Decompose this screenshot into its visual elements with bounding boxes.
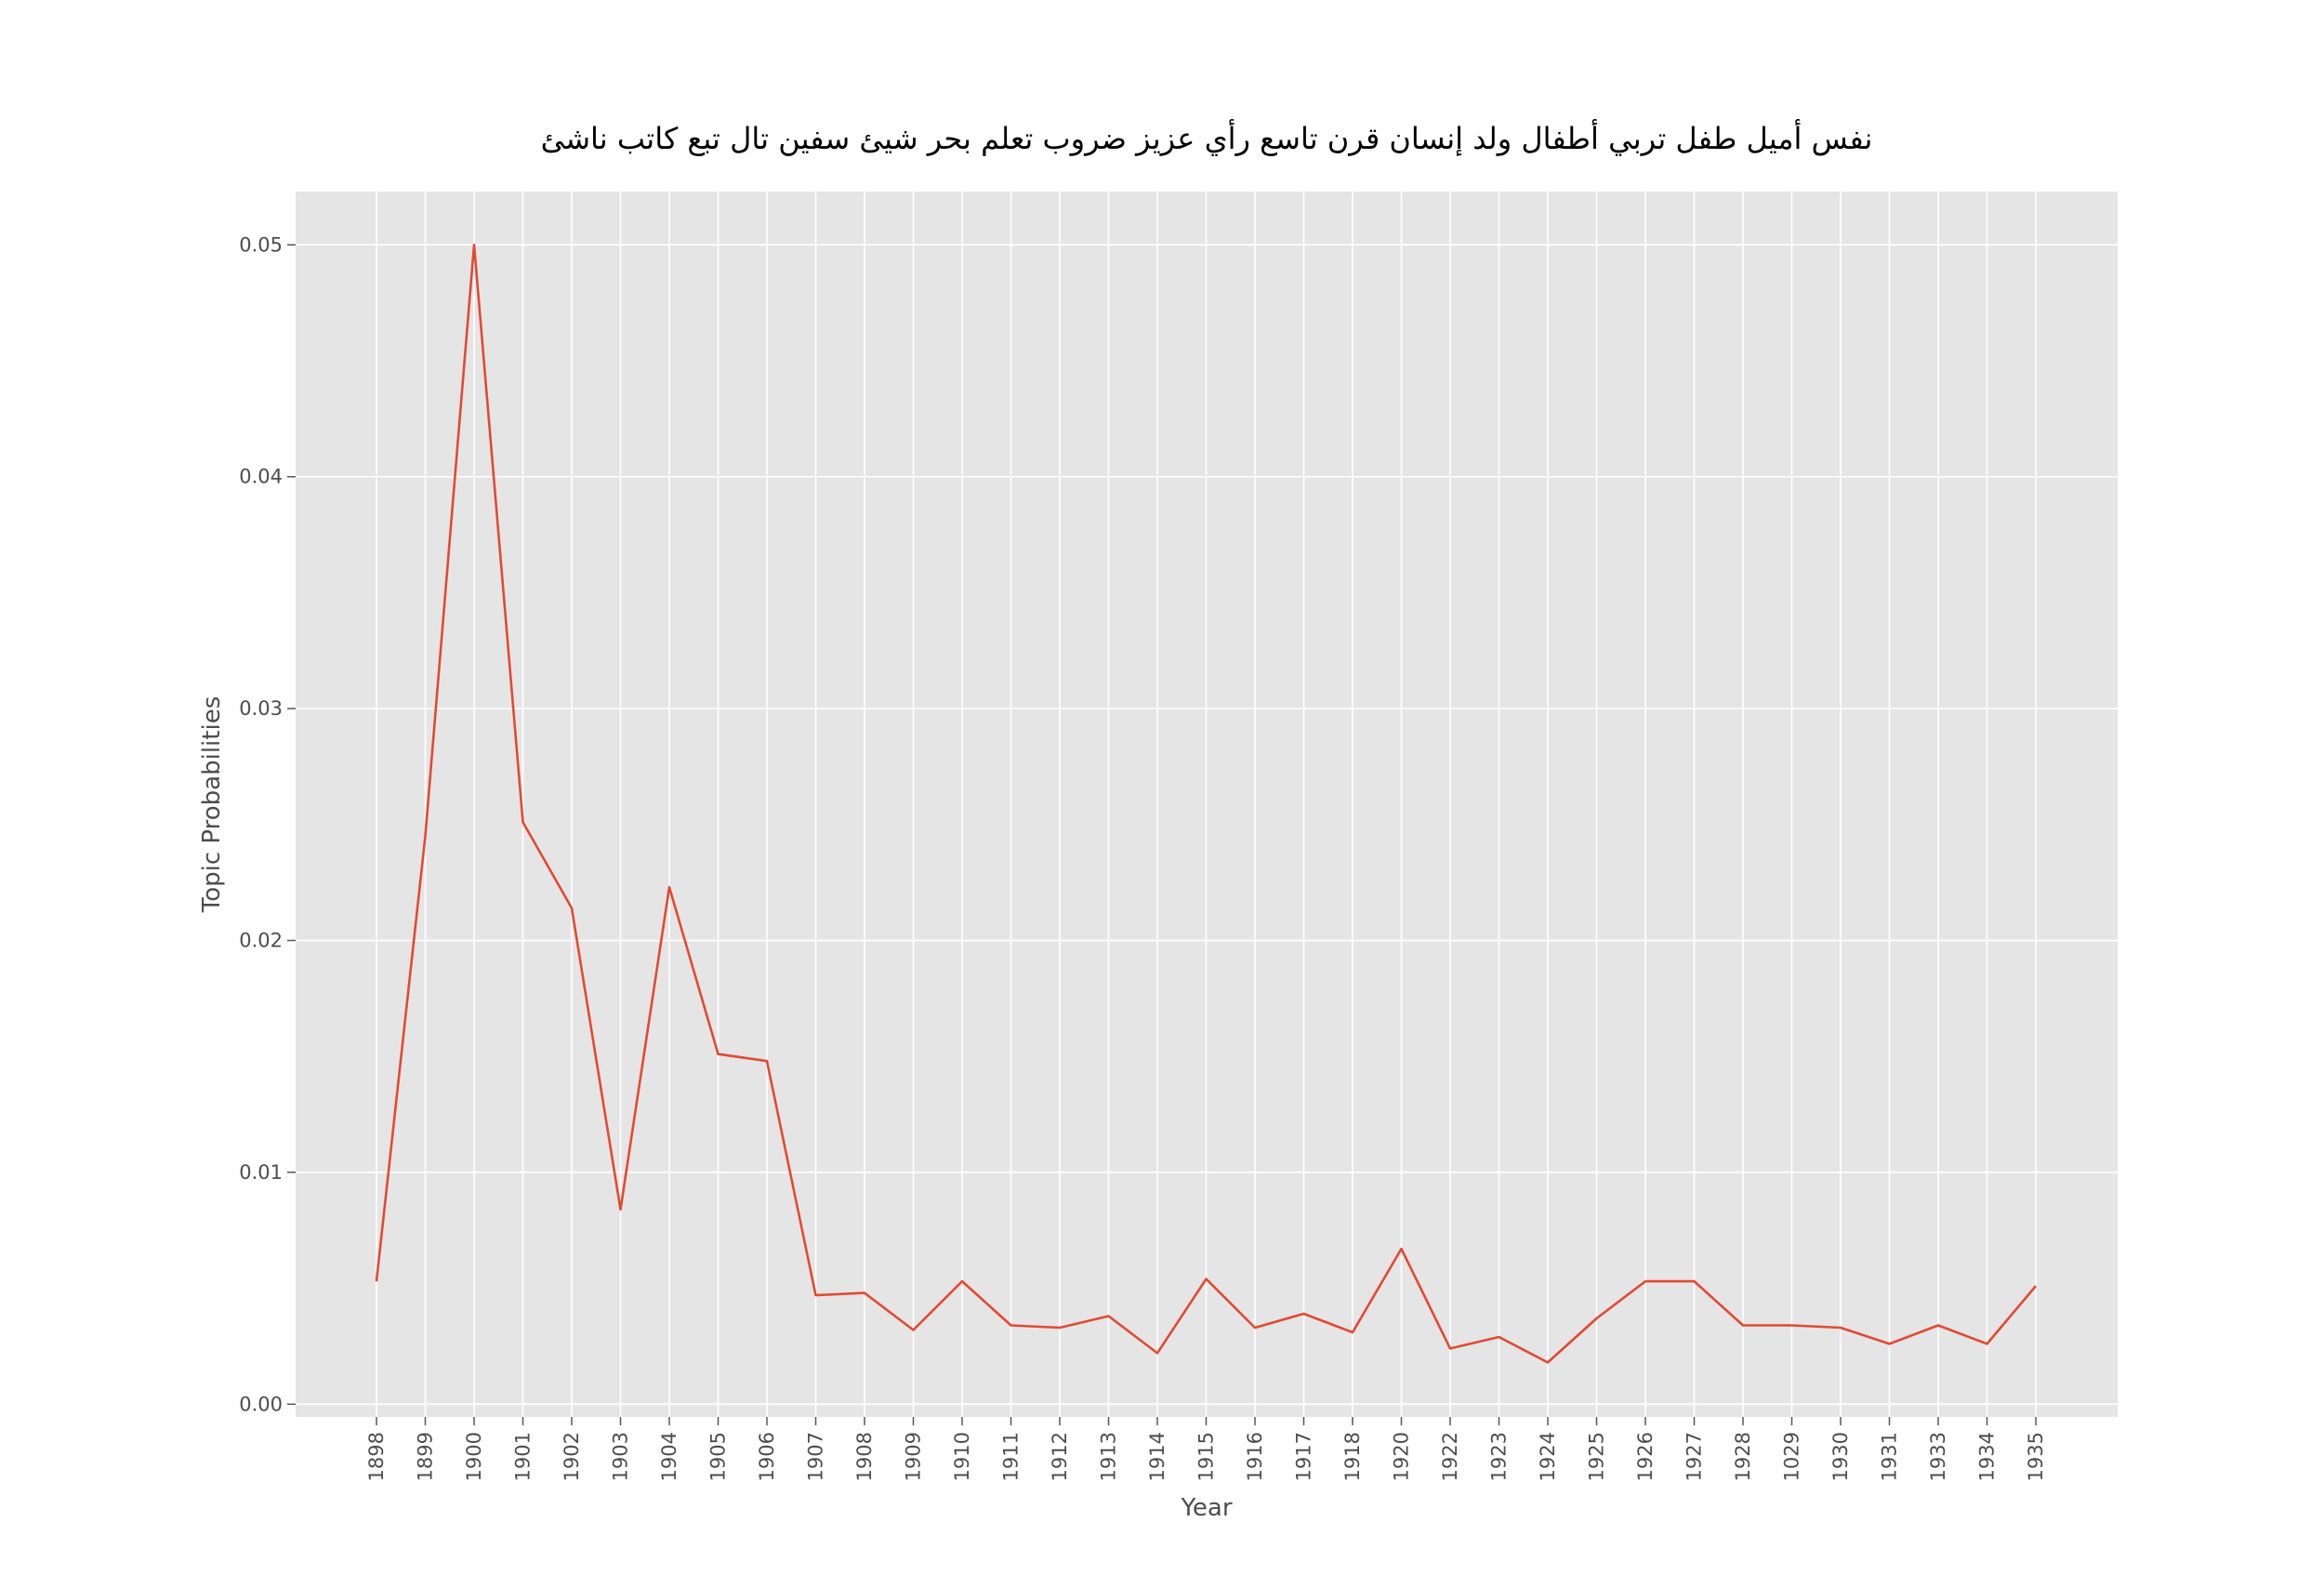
y-tick-label: 0.03	[239, 697, 283, 720]
x-tick-label: 1930	[1829, 1432, 1852, 1481]
x-tick-label: 1909	[903, 1432, 925, 1481]
y-tick-label: 0.01	[239, 1161, 283, 1184]
x-tick-label: 1902	[561, 1432, 583, 1481]
x-tick-label: 1911	[1000, 1432, 1023, 1481]
x-tick-label: 1931	[1879, 1432, 1901, 1481]
x-tick-label: 1910	[951, 1432, 973, 1481]
x-tick-label: 1935	[2025, 1432, 2047, 1481]
x-tick-label: 1904	[658, 1432, 680, 1481]
y-tick-label: 0.02	[239, 930, 283, 952]
y-tick-label: 0.05	[239, 233, 283, 256]
x-tick-label: 1914	[1146, 1432, 1169, 1481]
x-tick-label: 1900	[463, 1432, 485, 1481]
series-line	[375, 244, 2037, 1364]
x-tick-label: 1915	[1195, 1432, 1218, 1481]
x-tick-label: 1928	[1732, 1432, 1754, 1481]
x-tick-label: 1898	[365, 1432, 388, 1481]
grid-lines	[296, 192, 2118, 1417]
x-axis-ticks: 1898 1899 1900 1901 1902 1903 1904 1905 1906 1907…	[365, 1417, 2047, 1481]
x-tick-label: 1907	[805, 1432, 827, 1481]
y-axis-label: Topic Probabilities	[198, 696, 226, 913]
x-tick-label: 1926	[1634, 1432, 1657, 1481]
x-tick-label: 1934	[1976, 1432, 1999, 1481]
series-layer	[375, 244, 2037, 1364]
x-axis-label: Year	[1180, 1494, 1232, 1522]
x-tick-label: 1903	[610, 1432, 632, 1481]
y-axis-ticks: 0.00 0.01 0.02 0.03 0.04 0.05	[239, 233, 296, 1415]
x-tick-label: 1933	[1927, 1432, 1949, 1481]
chart-title: نفس أميل طفل تربي أطفال ولد إنسان قرن تا…	[541, 119, 1873, 156]
x-tick-label: 1913	[1098, 1432, 1120, 1481]
y-tick-label: 0.00	[239, 1393, 283, 1415]
x-tick-label: 1917	[1293, 1432, 1315, 1481]
x-tick-label: 1029	[1781, 1432, 1803, 1481]
x-tick-label: 1908	[853, 1432, 876, 1481]
x-tick-label: 1925	[1586, 1432, 1608, 1481]
x-tick-label: 1918	[1341, 1432, 1364, 1481]
x-tick-label: 1912	[1049, 1432, 1071, 1481]
x-tick-label: 1923	[1488, 1432, 1511, 1481]
x-tick-label: 1905	[707, 1432, 730, 1481]
x-tick-label: 1922	[1439, 1432, 1461, 1481]
x-tick-label: 1906	[756, 1432, 778, 1481]
x-tick-label: 1916	[1244, 1432, 1266, 1481]
x-tick-label: 1901	[512, 1432, 535, 1481]
x-tick-label: 1920	[1391, 1432, 1413, 1481]
x-tick-label: 1899	[415, 1432, 437, 1481]
y-tick-label: 0.04	[239, 466, 283, 488]
x-tick-label: 1924	[1537, 1432, 1559, 1481]
x-tick-label: 1927	[1684, 1432, 1706, 1481]
